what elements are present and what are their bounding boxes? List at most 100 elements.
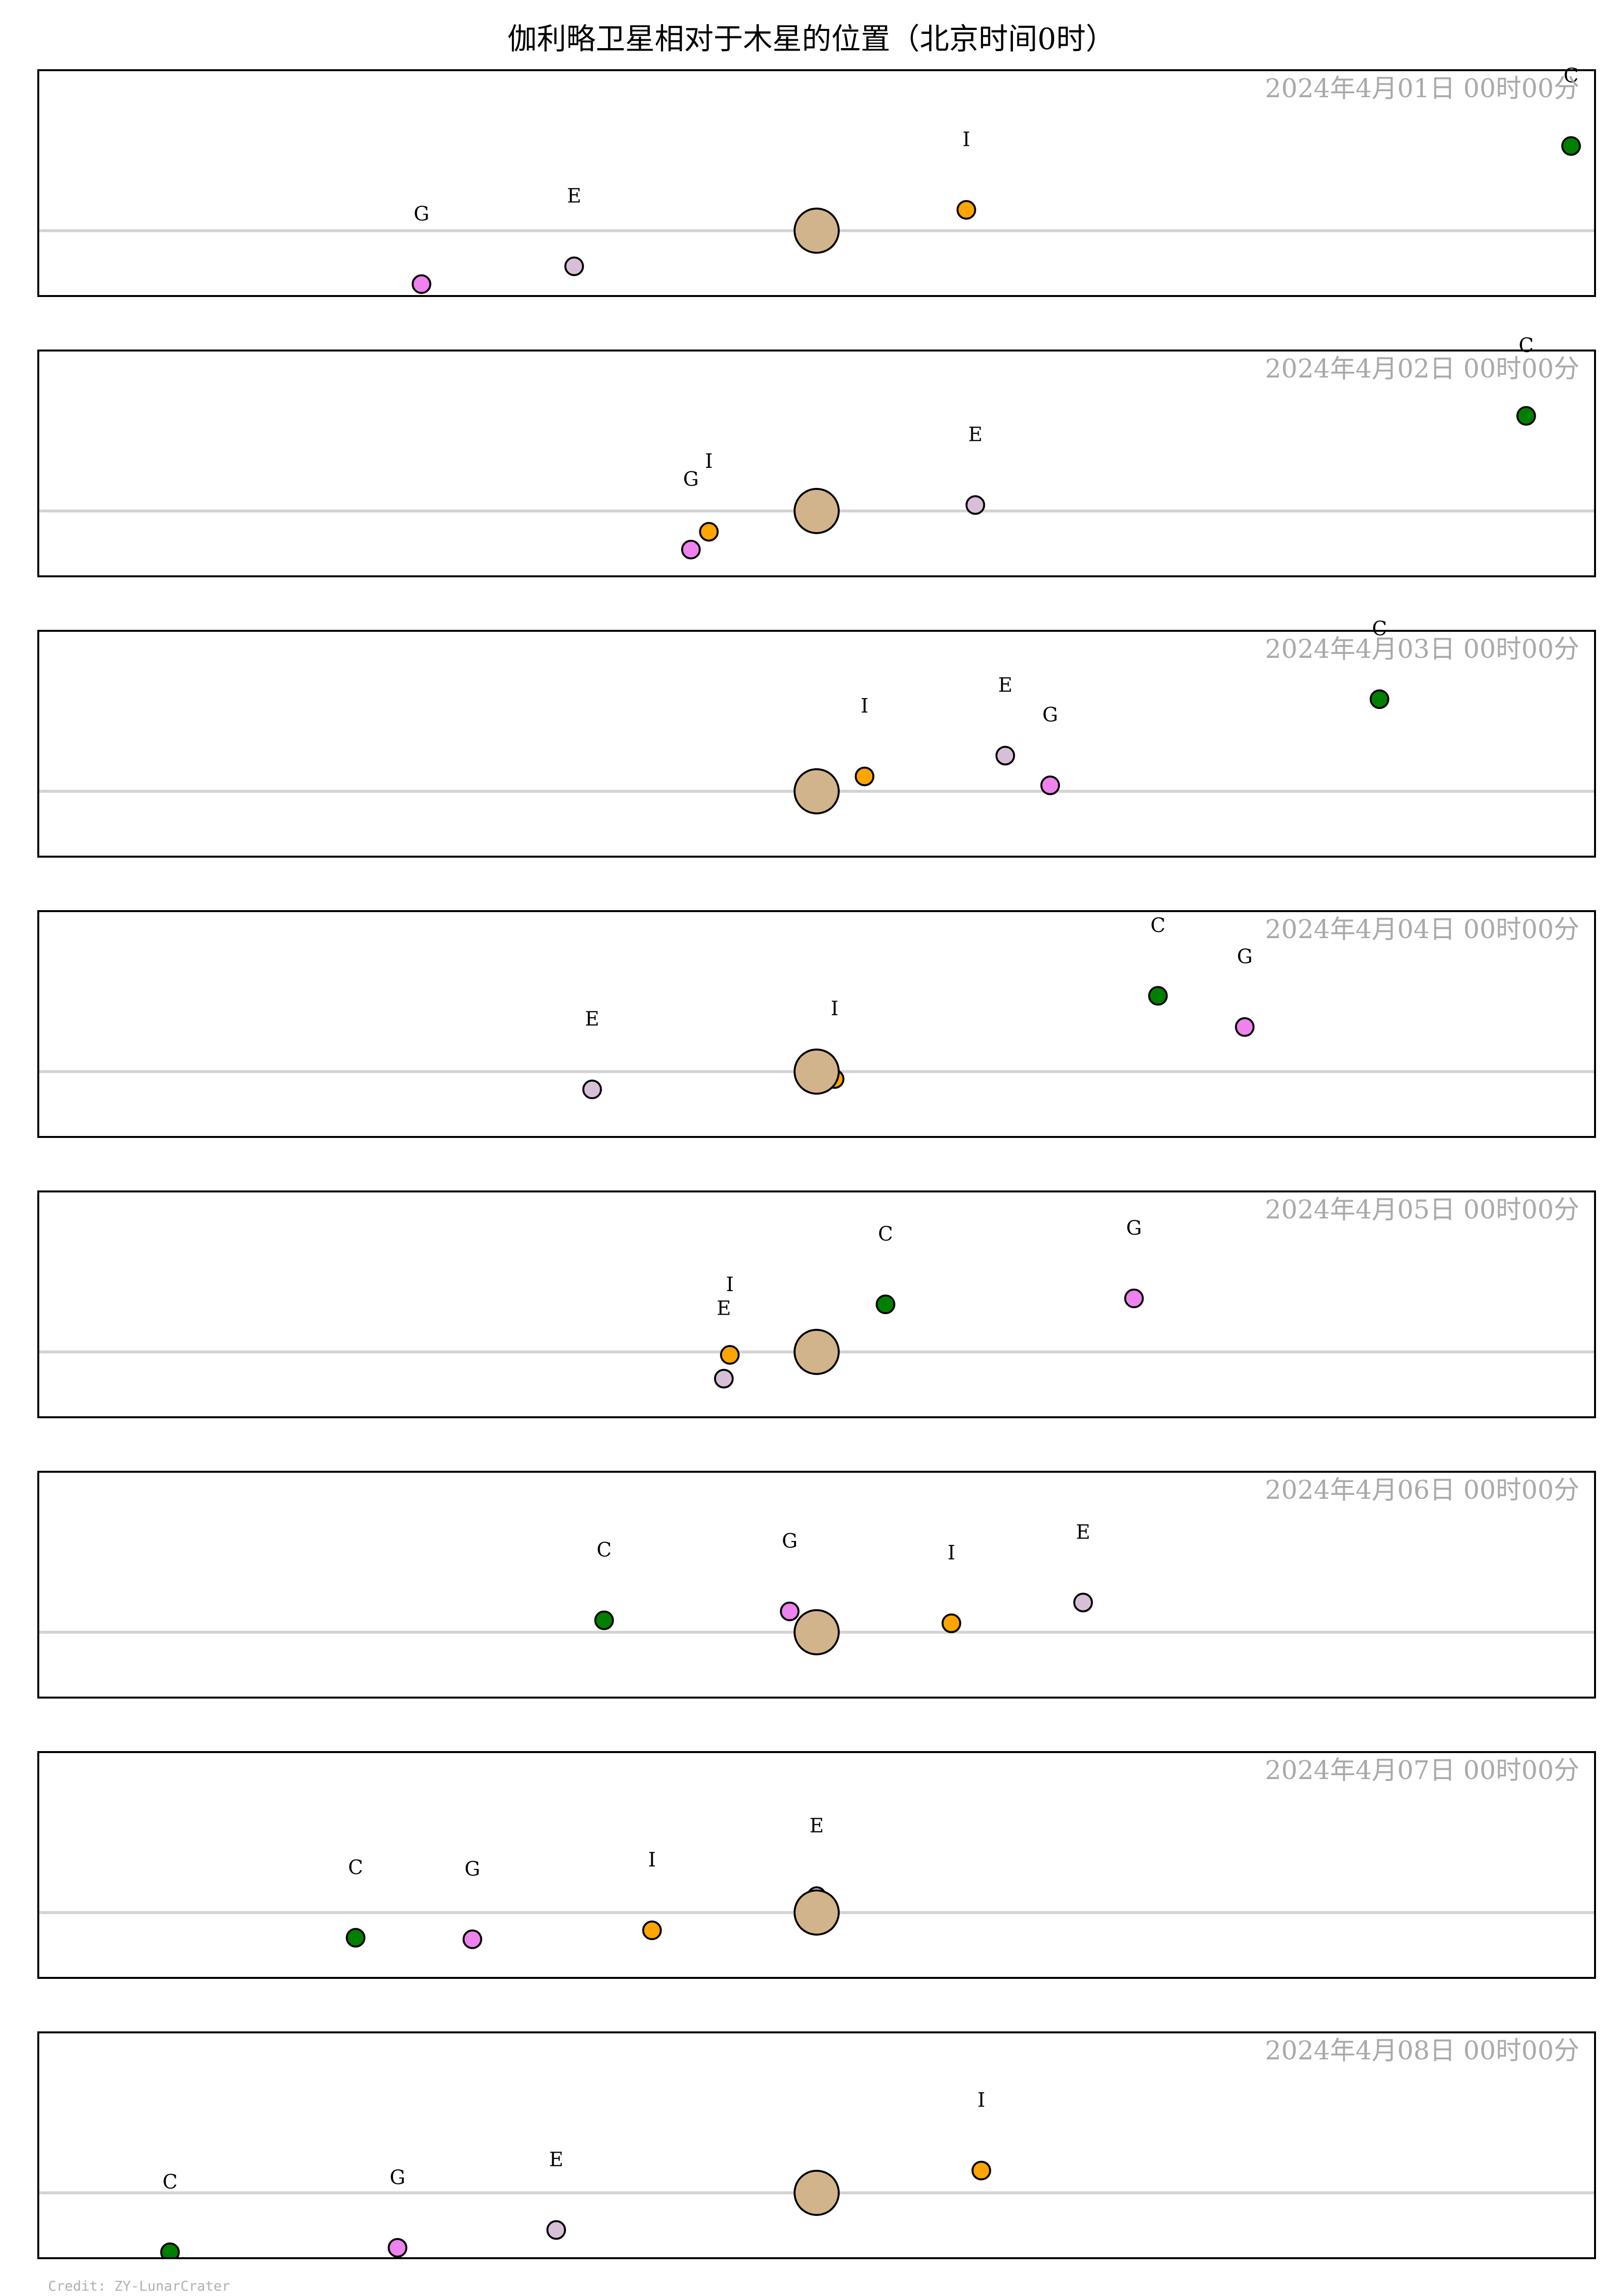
jupiter-marker [794,2169,840,2216]
moon-I-marker [854,766,875,786]
moon-G-marker [462,1929,482,1949]
panel-date: 2024年4月02日 00时00分 [1265,354,1579,384]
moon-G-marker [681,540,701,560]
panel-points [411,136,1581,294]
moon-E-marker [995,746,1015,766]
panel-frame [37,910,1596,1138]
moon-E-label: E [998,674,1012,697]
chart-title: 伽利略卫星相对于木星的位置（北京时间0时） [507,22,1115,56]
jupiter-marker [794,1048,840,1095]
moon-C-label: C [1150,915,1166,937]
moon-I-label: I [948,1542,956,1565]
panel-points [794,689,1389,814]
moon-E-label: E [549,2149,563,2171]
moon-E-marker [582,1080,602,1100]
panel-date: 2024年4月04日 00时00分 [1265,915,1579,945]
moon-G-label: G [465,1858,480,1880]
moon-E-marker [546,2220,566,2240]
moon-G-marker [388,2238,407,2258]
moon-C-marker [876,1295,896,1314]
moon-C-label: C [878,1223,893,1245]
moon-E-label: E [1076,1521,1090,1543]
moon-G-marker [1235,1017,1255,1037]
moon-E-label: E [567,185,581,207]
moon-G-label: G [782,1530,798,1552]
moon-G-marker [1124,1288,1144,1308]
jupiter-marker [794,768,840,814]
panel-frame [37,1190,1596,1418]
panel-date: 2024年4月05日 00时00分 [1265,1195,1579,1225]
panel-frame [37,69,1596,297]
moon-C-marker [1516,406,1536,426]
jupiter-marker [794,207,840,254]
moon-E-label: E [585,1008,599,1030]
jupiter-marker [794,1609,840,1655]
panel-frame [37,1471,1596,1699]
moon-E-marker [714,1369,734,1389]
moon-E-label: E [968,424,983,446]
moon-I-label: I [726,1273,734,1296]
moon-C-label: C [1564,64,1579,87]
panel-points [681,406,1536,560]
moon-I-label: I [861,695,869,718]
jupiter-marker [794,487,840,534]
moon-E-marker [965,495,985,515]
credit-text: Credit: ZY-LunarCrater [48,2278,230,2294]
moon-I-label: I [962,128,970,151]
panel-date: 2024年4月08日 00时00分 [1265,2036,1579,2066]
panel-points [346,1886,840,1949]
jupiter-marker [794,1328,840,1375]
moon-I-label: I [648,1849,656,1871]
panel-points [160,2161,991,2258]
panel-7: I E G C 2024年4月07日 00时00分 [37,1751,1596,1979]
moon-C-label: C [348,1856,363,1879]
moon-C-label: C [1372,618,1387,640]
moon-C-label: C [162,2171,178,2193]
panel-points [582,986,1255,1100]
panel-frame [37,1751,1596,1979]
moon-E-marker [1073,1593,1093,1613]
moon-C-marker [594,1610,614,1630]
panel-8: I E G C 2024年4月08日 00时00分 [37,2031,1596,2259]
moon-G-marker [1040,775,1060,795]
moon-C-marker [1561,136,1581,156]
moon-G-label: G [390,2166,405,2189]
moon-E-marker [564,256,584,276]
panel-points [594,1593,1093,1655]
moon-G-marker [411,274,431,294]
panel-5: IE G C 2024年4月05日 00时00分 [37,1190,1596,1418]
moon-I-label: I [831,998,839,1020]
panel-date: 2024年4月07日 00时00分 [1265,1756,1579,1785]
panel-date: 2024年4月06日 00时00分 [1265,1476,1579,1505]
moon-I-marker [971,2161,991,2181]
moon-G-label: G [1126,1217,1142,1240]
panel-frame [37,630,1596,858]
moon-I-marker [642,1920,662,1941]
moon-G-label: G [414,203,429,225]
moon-I-label: I [978,2089,985,2111]
moon-G-marker [780,1601,800,1621]
moon-I-label: I [705,450,713,473]
moon-C-label: C [1518,334,1534,357]
jupiter-marker [794,1889,840,1936]
moon-G-label: G [1237,945,1252,968]
moon-I-marker [720,1345,740,1365]
moon-C-marker [160,2242,180,2258]
moon-I-marker [699,522,719,542]
moon-G-label: G [1042,704,1058,727]
panel-frame [37,2031,1596,2259]
panel-date: 2024年4月01日 00时00分 [1265,74,1579,104]
moon-C-marker [1148,986,1168,1006]
moon-E-label: E [717,1297,731,1320]
panel-frame [37,350,1596,577]
moon-C-marker [1369,689,1389,709]
moon-I-marker [941,1613,961,1633]
panel-4: I E G C 2024年4月04日 00时00分 [37,910,1596,1138]
panel-date: 2024年4月03日 00时00分 [1265,635,1579,664]
panel-points [714,1288,1144,1389]
